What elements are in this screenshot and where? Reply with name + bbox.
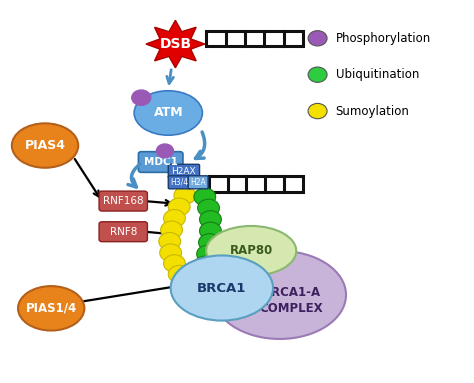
Text: RAP80: RAP80 bbox=[229, 244, 273, 257]
FancyArrowPatch shape bbox=[195, 132, 205, 159]
Circle shape bbox=[197, 245, 219, 263]
Circle shape bbox=[160, 244, 182, 262]
Circle shape bbox=[161, 221, 182, 239]
Ellipse shape bbox=[18, 286, 84, 331]
Circle shape bbox=[164, 255, 185, 272]
Circle shape bbox=[174, 187, 196, 204]
Text: PIAS4: PIAS4 bbox=[25, 139, 65, 152]
Circle shape bbox=[168, 265, 190, 283]
Circle shape bbox=[168, 198, 190, 216]
Circle shape bbox=[199, 234, 220, 251]
Circle shape bbox=[308, 67, 327, 82]
Ellipse shape bbox=[206, 226, 296, 276]
FancyBboxPatch shape bbox=[168, 164, 200, 178]
Text: H3/4: H3/4 bbox=[171, 178, 189, 187]
Text: RNF8: RNF8 bbox=[109, 227, 137, 237]
Circle shape bbox=[194, 188, 216, 206]
Circle shape bbox=[198, 199, 219, 217]
Text: Ubiquitination: Ubiquitination bbox=[336, 68, 419, 81]
Ellipse shape bbox=[171, 255, 273, 321]
Circle shape bbox=[200, 211, 221, 228]
FancyArrowPatch shape bbox=[128, 164, 140, 187]
Circle shape bbox=[159, 232, 181, 250]
Text: Phosphorylation: Phosphorylation bbox=[336, 32, 431, 45]
Ellipse shape bbox=[213, 251, 346, 339]
FancyBboxPatch shape bbox=[168, 176, 191, 189]
Ellipse shape bbox=[12, 123, 78, 168]
Circle shape bbox=[308, 31, 327, 46]
Text: H2AX: H2AX bbox=[172, 167, 196, 176]
FancyBboxPatch shape bbox=[138, 152, 183, 172]
Text: Sumoylation: Sumoylation bbox=[336, 105, 410, 118]
Text: H2A: H2A bbox=[190, 178, 206, 187]
Text: RNF168: RNF168 bbox=[103, 196, 144, 206]
FancyBboxPatch shape bbox=[99, 222, 147, 242]
Text: PIAS1/4: PIAS1/4 bbox=[26, 302, 77, 315]
Circle shape bbox=[132, 90, 151, 105]
Circle shape bbox=[200, 222, 221, 240]
Circle shape bbox=[164, 210, 185, 227]
Text: ATM: ATM bbox=[154, 106, 183, 119]
Text: MDC1: MDC1 bbox=[144, 157, 178, 167]
Text: BRCA1-A
COMPLEX: BRCA1-A COMPLEX bbox=[260, 286, 323, 315]
Circle shape bbox=[308, 103, 327, 119]
Text: BRCA1: BRCA1 bbox=[197, 282, 246, 295]
Circle shape bbox=[194, 256, 216, 274]
FancyBboxPatch shape bbox=[99, 191, 147, 211]
FancyBboxPatch shape bbox=[188, 176, 208, 189]
Ellipse shape bbox=[134, 91, 202, 135]
Polygon shape bbox=[146, 20, 205, 68]
Circle shape bbox=[156, 144, 173, 158]
Text: DSB: DSB bbox=[159, 37, 191, 51]
